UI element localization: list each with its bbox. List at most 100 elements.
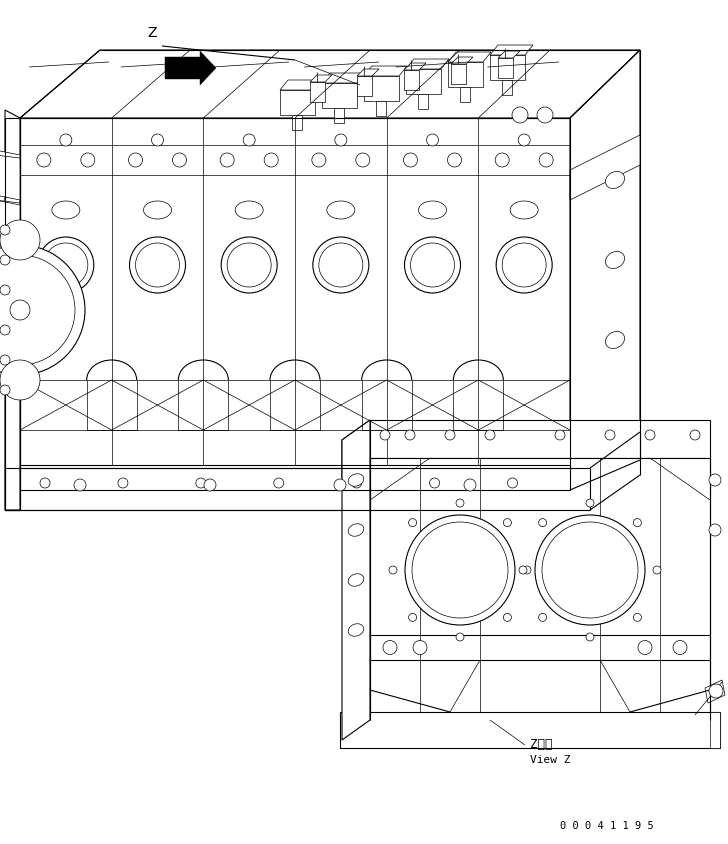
Circle shape: [383, 641, 397, 654]
Circle shape: [535, 515, 645, 625]
Circle shape: [709, 474, 721, 486]
Polygon shape: [710, 712, 720, 748]
Circle shape: [0, 255, 75, 365]
Circle shape: [512, 107, 528, 123]
Circle shape: [495, 153, 509, 167]
Ellipse shape: [606, 171, 625, 188]
Text: Z　視: Z 視: [530, 738, 553, 751]
Polygon shape: [404, 63, 426, 70]
Polygon shape: [418, 94, 428, 109]
Circle shape: [335, 134, 347, 146]
Circle shape: [412, 522, 508, 618]
Polygon shape: [357, 76, 372, 96]
Circle shape: [633, 614, 641, 621]
Circle shape: [10, 300, 30, 320]
Circle shape: [408, 518, 416, 527]
Ellipse shape: [606, 252, 625, 268]
Circle shape: [130, 237, 186, 293]
Circle shape: [334, 479, 346, 491]
Polygon shape: [570, 50, 640, 490]
Polygon shape: [490, 55, 525, 80]
Circle shape: [0, 225, 10, 235]
Circle shape: [60, 134, 72, 146]
Circle shape: [227, 243, 271, 287]
Polygon shape: [322, 73, 365, 83]
Circle shape: [405, 430, 415, 440]
Circle shape: [464, 479, 476, 491]
Text: Z: Z: [147, 26, 157, 40]
Circle shape: [352, 478, 362, 488]
Circle shape: [496, 237, 552, 293]
Polygon shape: [448, 62, 483, 87]
Polygon shape: [334, 108, 344, 123]
Polygon shape: [310, 75, 332, 82]
Circle shape: [485, 430, 495, 440]
Circle shape: [709, 684, 723, 698]
Circle shape: [0, 285, 10, 295]
Polygon shape: [5, 110, 20, 510]
Polygon shape: [310, 82, 325, 102]
Circle shape: [40, 478, 50, 488]
Polygon shape: [490, 45, 533, 55]
Polygon shape: [322, 83, 357, 108]
Circle shape: [129, 153, 143, 167]
Circle shape: [0, 360, 40, 400]
Circle shape: [37, 153, 51, 167]
Circle shape: [319, 243, 363, 287]
Polygon shape: [5, 118, 20, 510]
Ellipse shape: [419, 201, 446, 219]
Polygon shape: [342, 420, 370, 478]
Polygon shape: [292, 115, 302, 130]
Circle shape: [503, 518, 511, 527]
Circle shape: [405, 237, 461, 293]
Polygon shape: [590, 432, 640, 510]
Circle shape: [221, 237, 277, 293]
Polygon shape: [364, 66, 407, 76]
Circle shape: [645, 430, 655, 440]
Polygon shape: [460, 87, 470, 102]
Circle shape: [313, 237, 369, 293]
Polygon shape: [705, 680, 725, 703]
Circle shape: [173, 153, 186, 167]
Ellipse shape: [143, 201, 172, 219]
Polygon shape: [165, 51, 216, 85]
Polygon shape: [280, 90, 315, 115]
Circle shape: [38, 237, 94, 293]
Circle shape: [389, 566, 397, 574]
Circle shape: [411, 243, 454, 287]
Polygon shape: [370, 420, 710, 458]
Circle shape: [502, 243, 546, 287]
Circle shape: [0, 220, 40, 260]
Circle shape: [135, 243, 180, 287]
Circle shape: [380, 430, 390, 440]
Polygon shape: [0, 250, 20, 300]
Circle shape: [456, 633, 464, 641]
Polygon shape: [406, 69, 441, 94]
Circle shape: [151, 134, 164, 146]
Circle shape: [539, 153, 553, 167]
Circle shape: [0, 245, 85, 375]
Polygon shape: [498, 51, 520, 58]
Circle shape: [673, 641, 687, 654]
Circle shape: [405, 515, 515, 625]
Polygon shape: [451, 64, 466, 84]
Polygon shape: [448, 52, 491, 62]
Circle shape: [448, 153, 462, 167]
Circle shape: [633, 518, 641, 527]
Polygon shape: [404, 70, 419, 90]
Circle shape: [537, 107, 553, 123]
Circle shape: [196, 478, 206, 488]
Circle shape: [507, 478, 518, 488]
Circle shape: [638, 641, 652, 654]
Circle shape: [523, 566, 531, 574]
Circle shape: [0, 385, 10, 395]
Circle shape: [555, 430, 565, 440]
Polygon shape: [20, 118, 570, 490]
Polygon shape: [0, 200, 20, 250]
Ellipse shape: [510, 201, 538, 219]
Polygon shape: [340, 712, 720, 748]
Circle shape: [408, 614, 416, 621]
Circle shape: [44, 243, 88, 287]
Circle shape: [274, 478, 284, 488]
Text: 0 0 0 4 1 1 9 5: 0 0 0 4 1 1 9 5: [560, 821, 654, 831]
